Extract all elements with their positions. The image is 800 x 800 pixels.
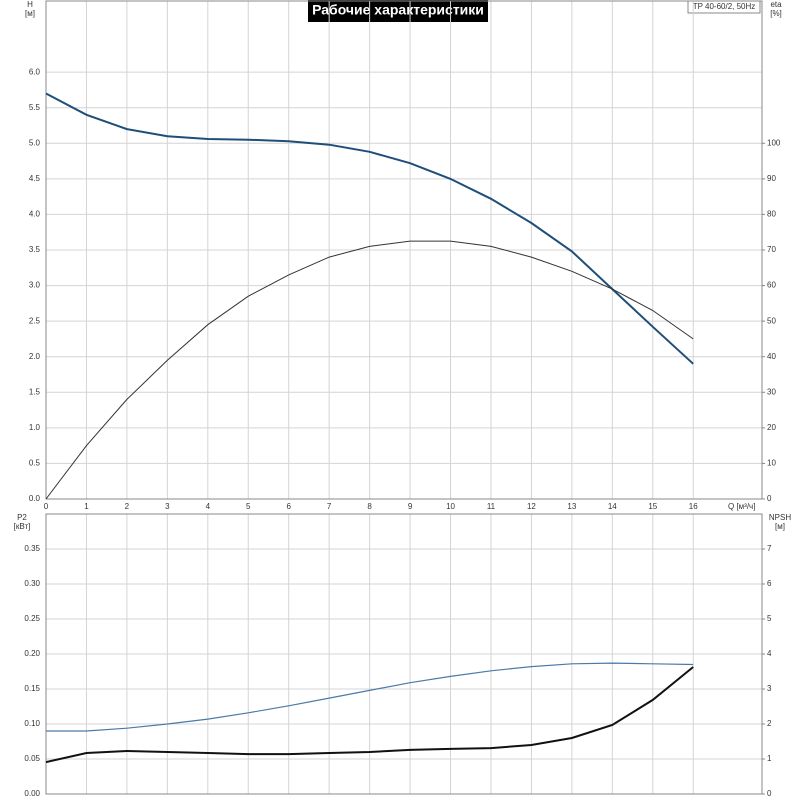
y-tick-label: 0.35 bbox=[24, 544, 40, 553]
y2-tick-label: 90 bbox=[767, 174, 776, 183]
y2-tick-label: 1 bbox=[767, 754, 772, 763]
x-tick-label: 14 bbox=[608, 502, 617, 511]
y2-tick-label: 10 bbox=[767, 459, 776, 468]
plots: 0 1 2 3 4 5 6 7 8 9 10 11 12 13 14 15 160.00.51.01.52.02… bbox=[24, 0, 781, 798]
x-tick-label: 10 bbox=[446, 502, 455, 511]
y2-tick-label: 4 bbox=[767, 649, 772, 658]
y2-axis-label: NPSH bbox=[769, 513, 791, 522]
y-tick-label: 0.0 bbox=[29, 494, 41, 503]
y-axis-unit: [м] bbox=[25, 9, 35, 18]
y2-axis-unit: [м] bbox=[775, 522, 785, 531]
x-tick-label: 2 bbox=[125, 502, 130, 511]
y-tick-label: 0.30 bbox=[24, 579, 40, 588]
y2-tick-label: 20 bbox=[767, 423, 776, 432]
x-tick-label: 3 bbox=[165, 502, 170, 511]
y-tick-label: 0.00 bbox=[24, 789, 40, 798]
y2-tick-label: 50 bbox=[767, 316, 776, 325]
y2-tick-label: 0 bbox=[767, 789, 772, 798]
x-tick-label: 1 bbox=[84, 502, 89, 511]
y2-tick-label: 6 bbox=[767, 579, 772, 588]
y-axis-label: H bbox=[27, 0, 33, 9]
y-tick-label: 3.5 bbox=[29, 245, 41, 254]
y2-tick-label: 30 bbox=[767, 387, 776, 396]
y-tick-label: 1.0 bbox=[29, 423, 41, 432]
y-tick-label: 5.5 bbox=[29, 103, 41, 112]
y-tick-label: 4.5 bbox=[29, 174, 41, 183]
y2-tick-label: 5 bbox=[767, 614, 772, 623]
y-axis-label: P2 bbox=[17, 513, 27, 522]
y-tick-label: 5.0 bbox=[29, 138, 41, 147]
y-axis-unit: [кВт] bbox=[14, 522, 31, 531]
y-tick-label: 0.15 bbox=[24, 684, 40, 693]
y-tick-label: 2.0 bbox=[29, 352, 41, 361]
y2-axis-unit: [%] bbox=[770, 9, 782, 18]
series-line bbox=[45, 240, 694, 500]
plot-frame bbox=[45, 0, 763, 500]
x-tick-label: 0 bbox=[44, 502, 49, 511]
y-tick-label: 1.5 bbox=[29, 387, 41, 396]
y-tick-label: 6.0 bbox=[29, 67, 41, 76]
y2-tick-label: 0 bbox=[767, 494, 772, 503]
y2-tick-label: 100 bbox=[767, 138, 781, 147]
x-tick-label: 6 bbox=[286, 502, 291, 511]
x-tick-label: 5 bbox=[246, 502, 251, 511]
x-tick-label: 11 bbox=[487, 502, 496, 511]
x-tick-label: 12 bbox=[527, 502, 536, 511]
title-box bbox=[308, 0, 488, 22]
model-label: TP 40-60/2, 50Hz bbox=[693, 2, 756, 11]
y2-tick-label: 40 bbox=[767, 352, 776, 361]
y2-axis-label: eta bbox=[770, 0, 782, 9]
y-tick-label: 2.5 bbox=[29, 316, 41, 325]
y2-tick-label: 80 bbox=[767, 210, 776, 219]
y-tick-label: 0.20 bbox=[24, 649, 40, 658]
y-tick-label: 0.10 bbox=[24, 719, 40, 728]
y2-tick-label: 2 bbox=[767, 719, 772, 728]
y-tick-label: 0.5 bbox=[29, 459, 41, 468]
series-line bbox=[46, 662, 694, 732]
series-line bbox=[45, 92, 694, 365]
x-tick-label: 8 bbox=[367, 502, 372, 511]
x-tick-label: 13 bbox=[567, 502, 576, 511]
plot-frame bbox=[45, 513, 763, 795]
y2-tick-label: 70 bbox=[767, 245, 776, 254]
y2-tick-label: 60 bbox=[767, 281, 776, 290]
x-tick-label: 4 bbox=[206, 502, 211, 511]
chart-title: Рабочие характеристики bbox=[312, 2, 484, 18]
x-axis-label: Q [м³/ч] bbox=[728, 502, 755, 511]
y2-tick-label: 7 bbox=[767, 544, 772, 553]
x-tick-label: 9 bbox=[408, 502, 413, 511]
y-tick-label: 0.05 bbox=[24, 754, 40, 763]
x-tick-label: 16 bbox=[689, 502, 698, 511]
y2-tick-label: 3 bbox=[767, 684, 772, 693]
y-tick-label: 0.25 bbox=[24, 614, 40, 623]
series-line bbox=[45, 666, 694, 764]
y-tick-label: 3.0 bbox=[29, 281, 41, 290]
x-tick-label: 15 bbox=[648, 502, 657, 511]
y-tick-label: 4.0 bbox=[29, 210, 41, 219]
x-tick-label: 7 bbox=[327, 502, 332, 511]
